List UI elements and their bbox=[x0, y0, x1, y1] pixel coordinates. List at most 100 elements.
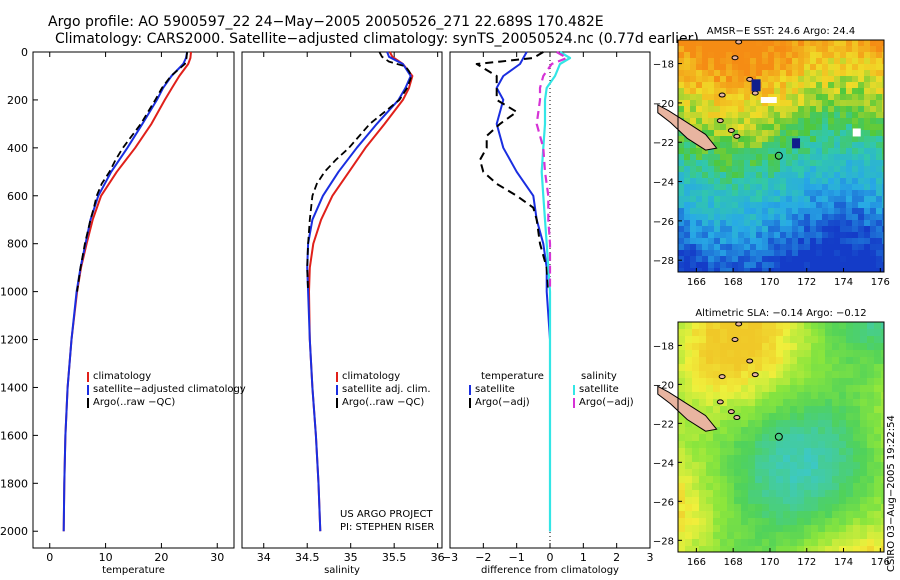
land-island bbox=[731, 55, 739, 61]
legend-label: climatology bbox=[342, 371, 401, 382]
x-tick-label: 174 bbox=[834, 557, 853, 568]
series-line-temperature-argo-adj- bbox=[475, 51, 550, 292]
legend-item-satellite: satellite−adjusted climatology bbox=[87, 383, 246, 396]
x-tick-label: 172 bbox=[797, 557, 816, 568]
x-tick-label: −3 bbox=[442, 551, 458, 564]
legend-item-argo: Argo(..raw −QC) bbox=[87, 396, 246, 409]
map-title: Altimetric SLA: −0.14 Argo: −0.12 bbox=[695, 308, 866, 319]
legend-temperature: climatology satellite−adjusted climatolo… bbox=[87, 370, 246, 409]
legend-item-climatology: climatology bbox=[336, 370, 431, 383]
map-field bbox=[678, 322, 884, 552]
legend-item-argo: Argo(−adj) bbox=[573, 396, 634, 409]
y-tick-label: 2000 bbox=[0, 525, 28, 538]
y-tick-label: 200 bbox=[7, 94, 28, 107]
x-tick-label: 0 bbox=[547, 551, 554, 564]
y-tick-label: −18 bbox=[653, 60, 674, 71]
legend-item-argo: Argo(..raw −QC) bbox=[336, 396, 431, 409]
x-tick-label: 166 bbox=[687, 277, 706, 288]
plot-frame bbox=[241, 51, 443, 549]
x-tick-label: 34 bbox=[257, 551, 271, 564]
legend-diff-salinity: salinity satellite Argo(−adj) bbox=[573, 370, 634, 409]
credit-block: US ARGO PROJECT PI: STEPHEN RISER bbox=[340, 508, 434, 534]
x-tick-label: 1 bbox=[580, 551, 587, 564]
credit-line1: US ARGO PROJECT bbox=[340, 509, 433, 520]
y-tick-label: −24 bbox=[653, 178, 674, 189]
land-island bbox=[733, 415, 741, 421]
x-tick-label: 168 bbox=[724, 277, 743, 288]
land-island bbox=[716, 118, 724, 124]
y-tick-label: −18 bbox=[653, 341, 674, 352]
x-tick-label: 174 bbox=[834, 277, 853, 288]
land-island bbox=[746, 358, 754, 364]
land-island bbox=[716, 399, 724, 405]
series-line-argo-raw-qc- bbox=[306, 51, 413, 292]
legend-label: Argo(−adj) bbox=[579, 397, 634, 408]
land-island bbox=[727, 127, 735, 133]
cold-patch bbox=[751, 79, 761, 92]
x-tick-label: 35.5 bbox=[382, 551, 407, 564]
y-tick-label: 1800 bbox=[0, 477, 28, 490]
y-tick-label: 0 bbox=[21, 46, 28, 59]
y-tick-label: −22 bbox=[653, 138, 674, 149]
legend-label: satellite bbox=[475, 384, 515, 395]
y-tick-label: −26 bbox=[653, 217, 674, 228]
legend-item-satellite: satellite bbox=[573, 383, 634, 396]
x-tick-label: 3 bbox=[647, 551, 654, 564]
x-tick-label: 20 bbox=[154, 551, 168, 564]
y-tick-label: 1000 bbox=[0, 286, 28, 299]
x-tick-label: 35 bbox=[344, 551, 358, 564]
y-tick-label: −26 bbox=[653, 497, 674, 508]
y-tick-label: −28 bbox=[653, 536, 674, 547]
legend-item-argo: Argo(−adj) bbox=[469, 396, 544, 409]
x-tick-label: 36 bbox=[431, 551, 445, 564]
map-panel-1: AMSR−E SST: 24.6 Argo: 24.4 166 168 170 172 1… bbox=[653, 26, 890, 288]
map-frame bbox=[677, 39, 885, 273]
legend-item-satellite: satellite bbox=[469, 383, 544, 396]
x-tick-label: 170 bbox=[760, 277, 779, 288]
series-line-salinity-satellite bbox=[540, 51, 572, 532]
y-tick-label: 1600 bbox=[0, 429, 28, 442]
argo-position-marker bbox=[774, 151, 783, 160]
x-tick-label: 168 bbox=[724, 557, 743, 568]
land-island bbox=[718, 92, 726, 98]
map-field bbox=[678, 40, 884, 272]
legend-label: satellite bbox=[579, 384, 619, 395]
legend-label: Argo(..raw −QC) bbox=[342, 397, 425, 408]
land-island bbox=[751, 90, 759, 96]
x-tick-label: 2 bbox=[613, 551, 620, 564]
argo-position-marker bbox=[774, 432, 783, 441]
y-tick-label: 1400 bbox=[0, 381, 28, 394]
legend-label: climatology bbox=[93, 371, 152, 382]
chart-panel-1: 0 10 20 30 0 200 400 600 800 1000 1200 1400 1600 1800… bbox=[0, 46, 235, 576]
missing-data-patch bbox=[760, 97, 777, 104]
x-tick-label: 0 bbox=[46, 551, 53, 564]
legend-item-climatology: climatology bbox=[87, 370, 246, 383]
y-tick-label: −20 bbox=[653, 99, 674, 110]
x-tick-label: 176 bbox=[871, 277, 890, 288]
map-title: AMSR−E SST: 24.6 Argo: 24.4 bbox=[707, 26, 855, 37]
y-tick-label: 600 bbox=[7, 190, 28, 203]
figure-title-line2: Climatology: CARS2000. Satellite−adjuste… bbox=[55, 31, 699, 47]
y-tick-label: −20 bbox=[653, 380, 674, 391]
land-island bbox=[751, 372, 759, 378]
legend-salinity: climatology satellite adj. clim. Argo(..… bbox=[336, 370, 431, 409]
missing-data-patch bbox=[852, 128, 861, 137]
x-axis-label: temperature bbox=[102, 565, 165, 576]
map-frame bbox=[677, 321, 885, 553]
series-line-salinity-argo-adj- bbox=[535, 51, 568, 292]
y-tick-label: −28 bbox=[653, 256, 674, 267]
legend-item-satellite: satellite adj. clim. bbox=[336, 383, 431, 396]
plot-frame bbox=[32, 51, 235, 549]
legend-label: satellite−adjusted climatology bbox=[93, 384, 246, 395]
legend-header: temperature bbox=[481, 371, 544, 382]
x-axis-label: salinity bbox=[324, 565, 360, 576]
chart-panel-2: 34 34.5 35 35.5 36 salinity bbox=[241, 51, 445, 576]
chart-panel-3: −3 −2 −1 0 1 2 3 difference from climatology bbox=[442, 51, 654, 576]
cold-patch bbox=[792, 138, 801, 149]
legend-header: salinity bbox=[581, 371, 617, 382]
land-island bbox=[735, 39, 743, 45]
x-tick-label: 170 bbox=[760, 557, 779, 568]
legend-label: Argo(−adj) bbox=[475, 397, 530, 408]
series-line-satellite-adjusted-climatology bbox=[62, 51, 189, 532]
